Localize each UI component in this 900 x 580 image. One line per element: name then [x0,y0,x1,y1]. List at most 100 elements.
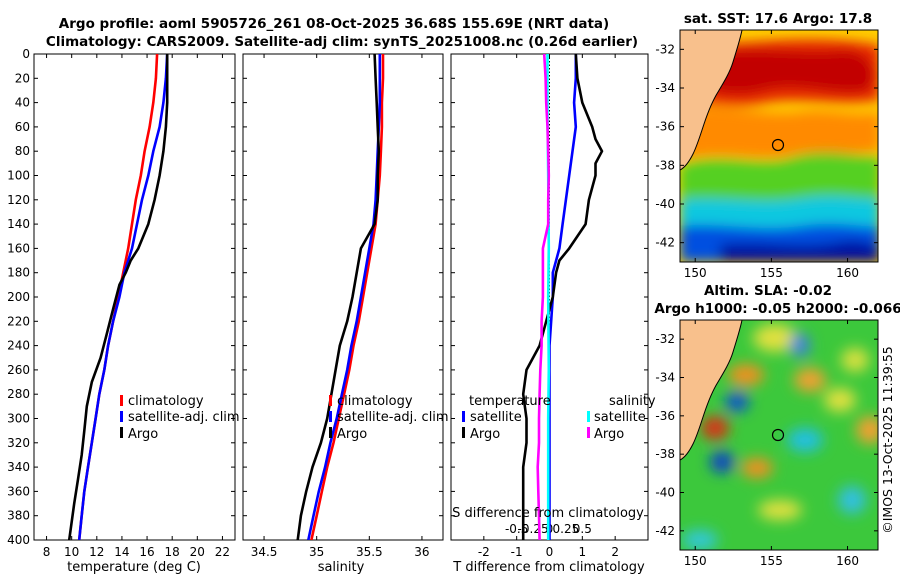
sla-yellow-1 [753,324,797,352]
y-tick-label: 380 [7,509,30,523]
legend-swatch-s-argo [587,427,590,438]
map-y-tick-label: -34 [655,81,675,95]
y-tick-label: 280 [7,387,30,401]
map-y-tick-label: -38 [655,447,675,461]
y-tick-label: 200 [7,290,30,304]
legend-label-climatology: climatology [128,394,204,409]
sla-blue-1 [790,333,810,357]
s-tick-label: -0.25 [518,522,549,536]
sst-map-title: sat. SST: 17.6 Argo: 17.8 [684,11,872,27]
legend-label-argo: Argo [337,427,367,442]
map-x-tick-label: 150 [684,266,707,280]
sla-yellow-3 [758,500,802,520]
difference-top-axis-label: S difference from climatology [452,506,644,521]
sla-float-marker [771,428,785,442]
temperature-ticks: 8 10 12 14 16 18 20 220204060801001201401601802… [7,47,235,559]
temperature-xlabel: temperature (deg C) [67,560,201,575]
map-y-tick-label: -40 [655,197,675,211]
map-x-tick-label: 160 [836,554,859,568]
difference-xlabel: T difference from climatology [452,560,645,575]
sla-orange-1 [728,364,764,386]
x-tick-label: 2 [611,545,619,559]
salinity-lines [296,54,385,540]
y-tick-label: 240 [7,339,30,353]
series-line-argo [67,54,169,540]
legend-label-t-argo: Argo [470,427,500,442]
map-x-tick-label: 155 [760,266,783,280]
header-line1: Argo profile: aoml 5905726_261 08-Oct-20… [59,16,609,32]
y-tick-label: 180 [7,266,30,280]
legend-swatch-satellite [329,411,332,422]
sst-field [680,39,878,262]
legend-swatch-argo [120,427,123,438]
salinity-ticks: 34.5 35 35.5 36 [243,53,443,559]
x-tick-label: 22 [215,545,230,559]
x-tick-label: 18 [165,545,180,559]
y-tick-label: 400 [7,533,30,547]
map-y-tick-label: -32 [655,332,675,346]
map-x-tick-label: 150 [684,554,707,568]
header-line2: Climatology: CARS2009. Satellite-adj cli… [46,34,638,50]
sla-field [682,324,878,550]
x-tick-label: -1 [511,545,523,559]
series-line-satellite-adj-clim [307,54,382,540]
map-y-tick-label: -42 [655,236,675,250]
y-tick-label: 140 [7,217,30,231]
sla-orange-2 [794,368,826,392]
y-tick-label: 60 [15,120,30,134]
x-tick-label: 20 [190,545,205,559]
sla-cyan-1 [787,428,823,452]
y-tick-label: 20 [15,71,30,85]
sst-float-marker [771,138,785,152]
map-x-tick-label: 160 [836,266,859,280]
sst-map [680,30,878,262]
legend-swatch-argo [329,427,332,438]
legend-label-satellite: satellite-adj. clim [128,410,240,425]
y-tick-label: 320 [7,436,30,450]
sst-band-navy [720,240,878,262]
sla-orange-4 [856,416,878,444]
legend-swatch-t-argo [462,427,465,438]
y-tick-label: 120 [7,193,30,207]
sla-map-frame [679,319,879,551]
y-tick-label: 260 [7,363,30,377]
series-line-satellite-adj-clim [77,54,169,540]
series-line-climatology [310,54,385,540]
sst-land [680,30,743,171]
series-line-temperature-argo [521,54,604,540]
sla-blue-2 [725,392,749,412]
x-tick-label: -2 [478,545,490,559]
legend-label-s-argo: Argo [594,427,624,442]
x-tick-label: 14 [114,545,129,559]
legend-swatch-climatology [120,395,123,406]
sla-map-ticks: 150 155 160 -32 -34 -36 -38 -40 -42 [655,320,878,568]
sst-map-ticks: 150 155 160 -32 -34 -36 -38 -40 -42 [655,30,878,280]
y-tick-label: 0 [22,47,30,61]
map-y-tick-label: -36 [655,120,675,134]
x-tick-label: 8 [43,545,51,559]
watermark: ©IMOS 13-Oct-2025 11:39:55 [880,346,895,534]
salinity-legend: climatology satellite-adj. clim Argo [329,394,449,442]
sst-map-frame [679,29,879,263]
series-line-salinity-argo [536,54,551,540]
sla-map-subtitle: Argo h1000: -0.05 h2000: -0.066 [654,301,900,317]
temperature-legend: climatology satellite-adj. clim Argo [120,394,240,442]
x-tick-label: 34.5 [251,545,278,559]
salinity-xlabel: salinity [318,560,365,575]
difference-lines [521,54,604,540]
legend-title-salinity: salinity [609,394,656,409]
sla-land [680,320,743,461]
temperature-lines [67,54,169,540]
sla-map-title: Altim. SLA: -0.02 [704,283,832,299]
x-tick-label: 35.5 [356,545,383,559]
map-y-tick-label: -36 [655,409,675,423]
legend-swatch-climatology [329,395,332,406]
sst-blob-darkred [690,49,874,95]
difference-legend-salinity: salinity satellite Argo [587,394,656,442]
map-y-tick-label: -34 [655,371,675,385]
legend-swatch-t-satellite [462,411,465,422]
sla-blue-3 [710,451,734,473]
salinity-axes [242,53,444,541]
x-tick-label: 0 [546,545,554,559]
map-y-tick-label: -40 [655,486,675,500]
